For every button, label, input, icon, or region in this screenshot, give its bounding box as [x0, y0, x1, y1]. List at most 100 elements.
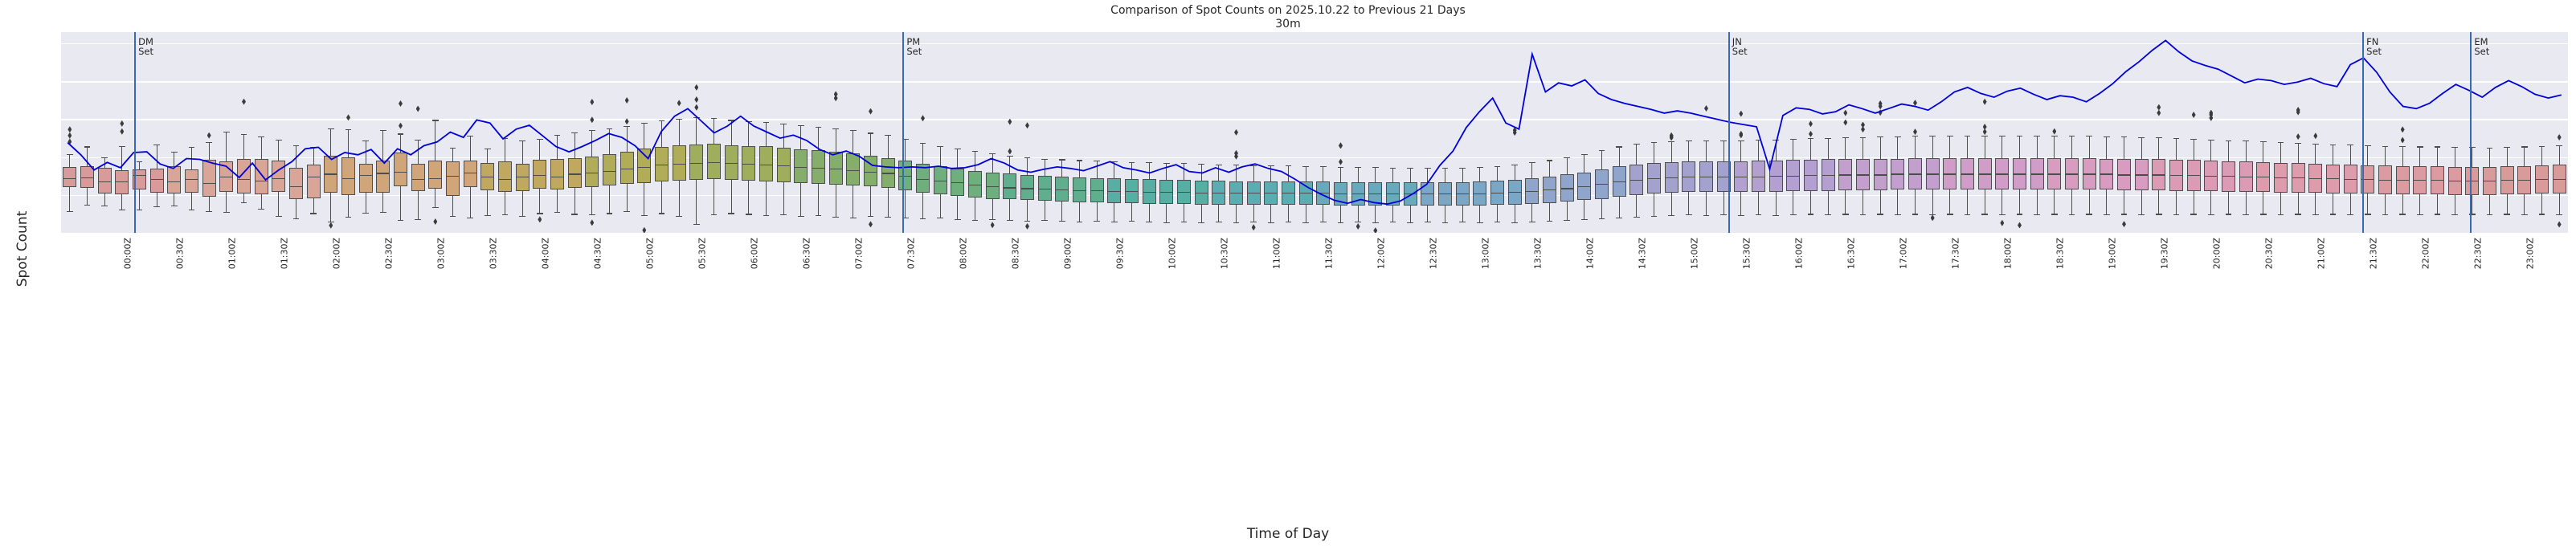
boxplot-median [1977, 173, 1992, 175]
boxplot-median [1003, 187, 1017, 189]
boxplot-median [1907, 173, 1923, 175]
boxplot-cap [2469, 147, 2476, 149]
boxplot-cap [676, 118, 682, 120]
x-tick-label: 12:00Z [1375, 238, 1386, 270]
boxplot-box [776, 148, 791, 182]
boxplot-box [1212, 180, 1226, 206]
x-tick-label: 10:30Z [1218, 238, 1229, 270]
boxplot-cap [1477, 166, 1483, 169]
boxplot-box [967, 170, 983, 198]
boxplot-cap [885, 217, 891, 218]
boxplot-median [2116, 174, 2132, 176]
boxplot-outlier [1861, 121, 1865, 128]
boxplot-box [288, 167, 304, 199]
boxplot-cap [380, 129, 386, 131]
gridline [61, 81, 2568, 83]
boxplot-cap [1355, 166, 1361, 169]
boxplot-outlier [921, 115, 925, 122]
boxplot-cap [2486, 214, 2493, 216]
boxplot-median [898, 176, 913, 177]
boxplot-cap [728, 213, 734, 214]
x-tick-label: 00:00Z [121, 238, 133, 270]
boxplot-cap [2556, 214, 2562, 216]
boxplot-cap [1773, 139, 1779, 141]
boxplot-cap [397, 133, 404, 135]
x-tick-label: 19:00Z [2106, 238, 2117, 270]
boxplot-outlier [1234, 128, 1238, 136]
boxplot-cap [1128, 162, 1135, 164]
boxplot-outlier [694, 96, 699, 104]
boxplot-outlier [399, 100, 403, 107]
x-tick-label: 13:30Z [1531, 238, 1543, 270]
boxplot-median [1403, 193, 1417, 195]
boxplot-median [1473, 193, 1487, 195]
boxplot-box [2239, 161, 2253, 193]
boxplot-median [2291, 177, 2305, 179]
boxplot-median [689, 163, 704, 165]
boxplot-box [1612, 165, 1626, 197]
boxplot-cap [328, 128, 334, 129]
boxplot-outlier [833, 91, 838, 98]
boxplot-cap [710, 117, 718, 119]
boxplot-cap [2173, 214, 2180, 216]
boxplot-median [97, 181, 112, 183]
boxplot-outlier [1251, 224, 1256, 231]
boxplot-outlier [1982, 123, 1987, 130]
boxplot-median [2221, 176, 2236, 177]
boxplot-median [2273, 177, 2288, 179]
boxplot-cap [2156, 137, 2162, 139]
boxplot-box [811, 150, 826, 184]
boxplot-cap [1389, 167, 1396, 169]
boxplot-box [463, 161, 477, 188]
boxplot-outlier [1878, 109, 1883, 116]
boxplot-cap [276, 216, 282, 218]
x-axis-label: Time of Day [1246, 526, 1330, 542]
boxplot-outlier [1339, 158, 1343, 165]
boxplot-cap [1598, 150, 1605, 152]
boxplot-cap [1738, 215, 1744, 217]
boxplot-cap [1529, 162, 1535, 164]
boxplot-cap [1773, 215, 1779, 217]
boxplot-box [1699, 161, 1714, 193]
boxplot-box [619, 152, 634, 184]
boxplot-cap [2190, 139, 2197, 141]
boxplot-cap [1634, 143, 1640, 145]
boxplot-box [341, 157, 356, 195]
boxplot-cap [1407, 167, 1413, 169]
event-marker-label: PM Set [906, 37, 922, 56]
boxplot-box [828, 152, 843, 185]
boxplot-median [1821, 175, 1835, 177]
boxplot-box [758, 146, 774, 181]
boxplot-median [2325, 178, 2341, 180]
x-tick-label: 07:00Z [853, 238, 864, 270]
boxplot-median [1107, 191, 1122, 193]
boxplot-outlier [1843, 109, 1848, 116]
x-tick-label: 05:30Z [696, 238, 707, 270]
boxplot-box [445, 161, 460, 196]
boxplot-cap [1790, 139, 1797, 141]
boxplot-median [2169, 175, 2184, 177]
boxplot-box [202, 160, 216, 197]
x-tick-label: 04:30Z [591, 238, 603, 270]
boxplot-median [1020, 188, 1035, 189]
boxplot-outlier [1809, 130, 1813, 137]
boxplot-cap [554, 135, 561, 136]
boxplot-cap [2312, 143, 2319, 145]
boxplot-outlier [1234, 149, 1238, 157]
event-marker-label: FN Set [2366, 37, 2382, 56]
boxplot-cap [240, 202, 247, 204]
boxplot-cap [1041, 158, 1048, 160]
boxplot-cap [397, 219, 404, 222]
boxplot-median [951, 181, 965, 183]
boxplot-box [794, 149, 808, 183]
boxplot-median [672, 164, 686, 165]
boxplot-box [1786, 160, 1801, 192]
boxplot-cap [1616, 146, 1622, 148]
boxplot-cap [2138, 214, 2145, 216]
boxplot-box [533, 160, 547, 189]
y-axis-label: Spot Count [14, 210, 31, 287]
boxplot-median [1786, 176, 1801, 177]
event-marker-state: Set [2366, 46, 2382, 57]
boxplot-box [167, 165, 182, 193]
boxplot-cap [1877, 136, 1883, 138]
